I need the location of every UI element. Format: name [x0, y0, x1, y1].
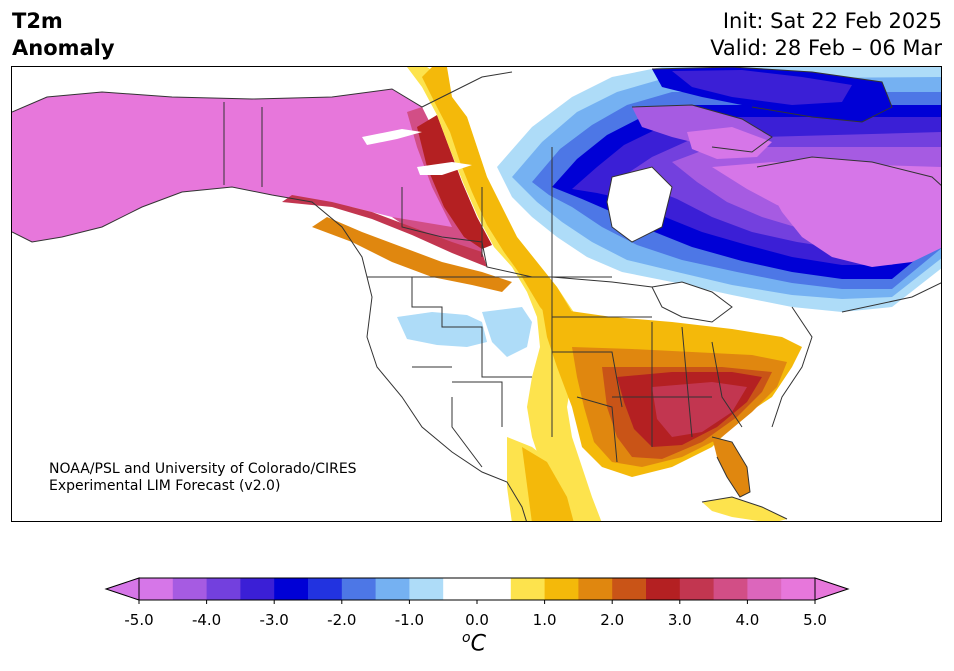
colorbar-swatch: [443, 578, 478, 600]
colorbar-left-extension: [104, 577, 140, 601]
colorbar: -5.0 -4.0 -3.0 -2.0 -1.0 0.0 1.0 2.0 3.0 4.0 5.0: [104, 577, 850, 629]
colorbar-swatch: [375, 578, 410, 600]
colorbar-swatch: [713, 578, 748, 600]
colorbar-tick-label: 0.0: [465, 611, 489, 629]
forecast-info: Init: Sat 22 Feb 2025 Valid: 28 Feb – 06…: [710, 8, 942, 62]
credit-line-1: NOAA/PSL and University of Colorado/CIRE…: [49, 461, 357, 477]
unit-text: C: [470, 631, 486, 657]
colorbar-swatch: [477, 578, 512, 600]
colorbar-swatch: [679, 578, 715, 600]
colorbar-swatch: [510, 578, 546, 600]
borders: [12, 67, 941, 521]
colorbar-swatch: [747, 578, 782, 600]
map-canvas: [12, 67, 941, 521]
colorbar-tick-label: 2.0: [600, 611, 624, 629]
colorbar-swatch: [646, 578, 681, 600]
colorbar-tick-label: -5.0: [124, 611, 153, 629]
colorbar-tick-label: 3.0: [668, 611, 692, 629]
colorbar-swatch: [274, 578, 309, 600]
colorbar-swatch: [409, 578, 444, 600]
colorbar-swatch: [578, 578, 613, 600]
colorbar-tick-label: -1.0: [395, 611, 424, 629]
colorbar-tick-label: -3.0: [260, 611, 289, 629]
map-title: T2m Anomaly: [12, 8, 115, 62]
credit-text: NOAA/PSL and University of Colorado/CIRE…: [49, 461, 357, 495]
init-date: Init: Sat 22 Feb 2025: [722, 9, 942, 33]
colorbar-swatch: [240, 578, 275, 600]
colorbar-swatch: [341, 578, 377, 600]
title-line-2: Anomaly: [12, 36, 115, 60]
colorbar-swatches: [139, 578, 816, 600]
colorbar-swatch: [139, 578, 174, 600]
colorbar-swatch: [308, 578, 343, 600]
colorbar-tick-label: -4.0: [192, 611, 221, 629]
colorbar-swatch: [781, 578, 816, 600]
unit-degree-mark: o: [462, 630, 471, 646]
colorbar-tick-label: 4.0: [735, 611, 759, 629]
title-line-1: T2m: [12, 9, 63, 33]
colorbar-swatch: [544, 578, 579, 600]
anomaly-fields: [12, 67, 941, 521]
colorbar-swatch: [172, 578, 208, 600]
colorbar-ticks: -5.0 -4.0 -3.0 -2.0 -1.0 0.0 1.0 2.0 3.0 4.0 5.0: [124, 600, 827, 629]
valid-range: Valid: 28 Feb – 06 Mar: [710, 36, 942, 60]
colorbar-right-extension: [814, 577, 850, 601]
unit-label: oC: [462, 630, 486, 656]
colorbar-tick-label: -2.0: [327, 611, 356, 629]
credit-line-2: Experimental LIM Forecast (v2.0): [49, 478, 281, 494]
anomaly-map: [11, 66, 942, 522]
colorbar-tick-label: 5.0: [803, 611, 827, 629]
colorbar-swatch: [206, 578, 241, 600]
colorbar-tick-label: 1.0: [533, 611, 557, 629]
colorbar-swatch: [612, 578, 647, 600]
